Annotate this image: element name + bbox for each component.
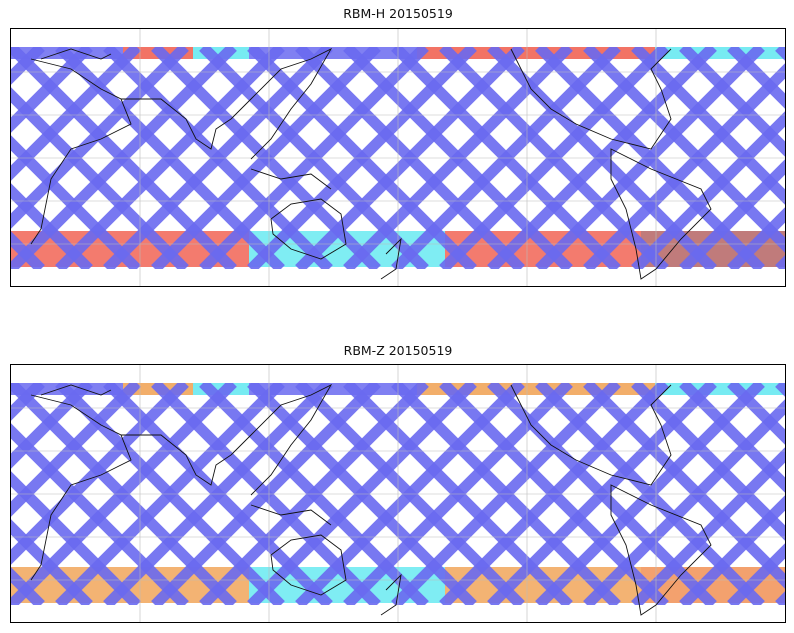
coastline (250, 168, 332, 190)
swath-cell (669, 383, 683, 395)
swath-cell (235, 47, 249, 59)
coastlines-top (30, 47, 712, 280)
map-svg-bottom (11, 365, 785, 622)
gridlines-bottom (11, 365, 785, 622)
swath-cell (571, 47, 585, 59)
swath-cell (333, 47, 347, 59)
coastline (270, 534, 347, 596)
map-svg-top (11, 29, 785, 286)
track-descending (727, 543, 785, 609)
swath-cell (333, 383, 347, 395)
coastline (250, 504, 332, 526)
swath-cell (137, 47, 151, 59)
coastline (30, 394, 132, 581)
coastline (230, 383, 333, 496)
panel-bottom-title: RBM-Z 20150519 (343, 343, 453, 358)
coastline (40, 384, 112, 396)
swath-cell (137, 383, 151, 395)
track-ascending (679, 379, 785, 493)
track-descending (727, 207, 785, 273)
coastline (230, 47, 333, 160)
track-ascending (727, 379, 785, 445)
swath-cell (571, 383, 585, 395)
coastline (121, 98, 232, 150)
swath-cell (473, 47, 487, 59)
coastlines-bottom (30, 383, 712, 616)
coastline (270, 198, 347, 260)
swath-cell (473, 383, 487, 395)
map-panel-bottom (10, 364, 786, 623)
track-ascending (679, 43, 785, 157)
coastline (610, 148, 712, 280)
track-descending (679, 159, 785, 273)
track-ascending (727, 43, 785, 109)
gridlines-top (11, 29, 785, 286)
coastline (40, 48, 112, 60)
track-descending (679, 495, 785, 609)
coastline (510, 384, 672, 486)
coastline (30, 58, 132, 245)
swath-cell (235, 383, 249, 395)
swath-cell (669, 47, 683, 59)
coastline (121, 434, 232, 486)
panel-top-title: RBM-H 20150519 (343, 6, 453, 21)
coastline (380, 237, 402, 280)
coastline (610, 484, 712, 616)
coastline (510, 48, 672, 150)
coastline (380, 573, 402, 616)
map-panel-top (10, 28, 786, 287)
